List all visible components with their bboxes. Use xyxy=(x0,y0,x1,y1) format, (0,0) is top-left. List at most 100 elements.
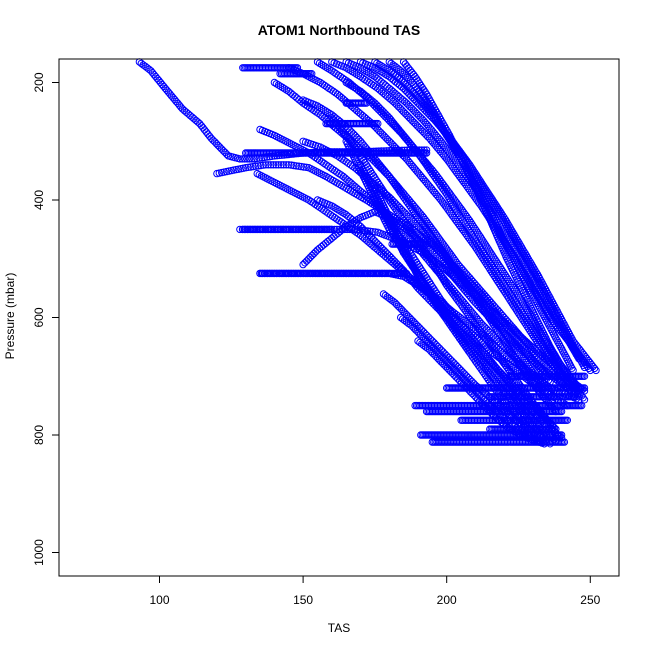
data-point xyxy=(504,224,512,233)
data-point xyxy=(290,161,298,170)
data-point xyxy=(285,161,293,169)
data-point xyxy=(322,63,330,71)
data-point xyxy=(242,164,250,172)
data-point xyxy=(493,206,501,214)
y-axis-label: Pressure (mbar) xyxy=(3,273,17,360)
data-point xyxy=(259,161,267,169)
data-point xyxy=(352,70,361,78)
data-point xyxy=(403,62,411,70)
data-point xyxy=(342,78,350,87)
x-axis-label: TAS xyxy=(328,621,350,635)
data-point xyxy=(477,235,486,243)
data-point xyxy=(580,396,589,404)
data-point xyxy=(336,207,344,215)
data-point xyxy=(485,257,493,266)
data-point xyxy=(563,416,571,424)
data-point xyxy=(287,161,295,169)
data-point xyxy=(249,162,257,171)
data-point xyxy=(308,251,316,260)
data-point xyxy=(496,331,504,339)
data-point xyxy=(270,78,279,87)
data-point xyxy=(522,314,530,323)
data-point xyxy=(313,246,322,254)
data-point xyxy=(342,222,350,231)
data-point xyxy=(483,243,491,251)
data-point xyxy=(495,274,503,282)
data-point xyxy=(338,208,346,216)
data-point xyxy=(353,133,361,142)
data-point xyxy=(322,107,330,115)
data-point xyxy=(365,69,373,77)
data-point xyxy=(503,273,511,282)
data-point xyxy=(350,69,359,77)
data-point xyxy=(496,276,505,284)
data-point xyxy=(362,99,370,107)
data-point xyxy=(267,161,275,169)
data-point xyxy=(371,228,379,236)
data-point xyxy=(474,241,482,249)
data-point xyxy=(328,225,336,234)
data-point xyxy=(479,249,488,258)
data-point xyxy=(313,102,322,110)
data-point xyxy=(491,267,499,276)
data-point xyxy=(377,61,385,70)
data-point xyxy=(278,83,287,92)
data-point xyxy=(351,132,359,140)
data-point xyxy=(324,108,332,117)
data-point xyxy=(304,255,313,263)
data-point xyxy=(319,61,328,70)
data-point xyxy=(302,163,310,172)
data-point xyxy=(279,161,288,169)
data-point xyxy=(272,161,280,169)
data-point xyxy=(262,161,270,169)
data-point xyxy=(352,85,361,93)
data-point xyxy=(238,155,247,163)
data-point xyxy=(507,279,515,288)
data-point xyxy=(488,197,496,206)
data-point xyxy=(269,161,278,169)
data-point xyxy=(247,163,255,171)
data-point xyxy=(306,253,314,261)
data-point xyxy=(497,333,506,341)
data-point xyxy=(508,231,516,239)
data-point xyxy=(300,163,308,171)
data-point xyxy=(513,239,521,247)
data-point xyxy=(367,233,375,242)
data-point xyxy=(486,259,494,268)
data-point xyxy=(422,149,431,157)
data-point xyxy=(532,331,541,339)
data-point xyxy=(496,263,504,271)
data-point xyxy=(508,281,516,290)
data-point xyxy=(301,259,309,267)
data-point xyxy=(490,265,498,274)
data-point xyxy=(254,162,262,170)
data-point xyxy=(292,162,300,170)
data-point xyxy=(274,81,283,89)
data-point xyxy=(199,124,207,132)
data-point xyxy=(346,81,354,89)
data-point xyxy=(289,91,297,99)
data-point xyxy=(244,163,252,172)
data-point xyxy=(236,155,244,163)
data-point xyxy=(317,60,326,69)
data-point xyxy=(511,298,519,306)
data-point xyxy=(280,85,289,93)
data-point xyxy=(475,243,484,251)
chart-title: ATOM1 Northbound TAS xyxy=(258,22,421,38)
data-point xyxy=(579,394,587,402)
data-point xyxy=(291,92,299,101)
data-point xyxy=(334,229,342,237)
data-point xyxy=(497,265,506,274)
data-point xyxy=(481,241,490,249)
data-point xyxy=(556,360,564,368)
data-point xyxy=(355,135,363,144)
data-point xyxy=(303,257,311,265)
data-point xyxy=(557,407,566,416)
data-point xyxy=(524,258,532,266)
data-point xyxy=(260,153,268,162)
data-point xyxy=(344,221,352,229)
data-point xyxy=(223,150,231,158)
data-point xyxy=(481,251,489,260)
data-point xyxy=(516,306,525,314)
